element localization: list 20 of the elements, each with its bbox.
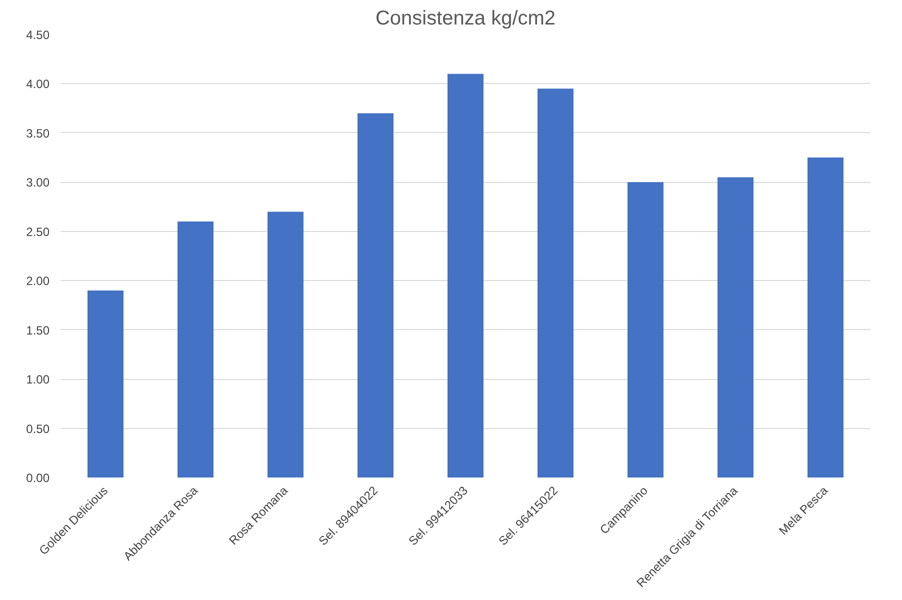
y-tick-label: 1.50: [26, 323, 50, 338]
bar: [628, 182, 664, 478]
y-tick-label: 3.50: [26, 126, 50, 140]
y-tick-label: 0.00: [26, 471, 50, 485]
chart-title: Consistenza kg/cm2: [375, 8, 556, 30]
y-tick-label: 0.50: [26, 422, 50, 436]
y-tick-label: 4.50: [26, 28, 50, 42]
bar: [448, 74, 484, 478]
bar: [538, 88, 574, 478]
y-tick-label: 2.00: [26, 274, 50, 288]
y-tick-label: 2.50: [26, 224, 50, 239]
bar: [808, 158, 844, 478]
y-tick-label: 3.00: [26, 176, 50, 190]
bar: [718, 177, 754, 478]
y-tick-label: 4.00: [26, 77, 50, 92]
y-tick-label: 1.00: [26, 372, 50, 387]
bar: [88, 290, 124, 478]
bar: [178, 222, 214, 478]
bar: [358, 113, 394, 478]
bar: [268, 212, 304, 478]
